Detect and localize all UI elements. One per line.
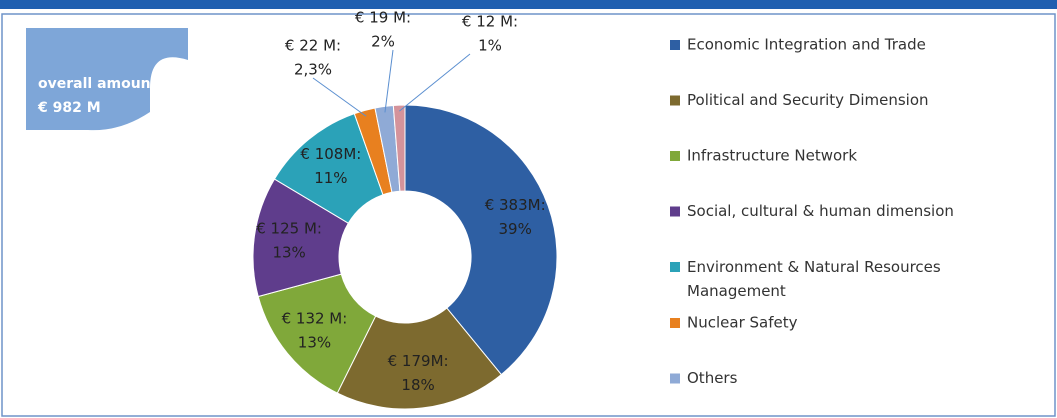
percent-label: 18% xyxy=(401,376,434,394)
percent-label: 2% xyxy=(371,33,395,51)
legend-label: Economic Integration and Trade xyxy=(687,36,926,54)
donut-slice xyxy=(392,104,406,192)
leader-line xyxy=(312,77,367,117)
annotation: € 982 M xyxy=(37,100,101,116)
annotation: overall amount: xyxy=(38,76,163,92)
legend-label: Infrastructure Network xyxy=(687,147,857,165)
data-label: € 132 M: xyxy=(282,310,348,328)
legend-label: Others xyxy=(687,369,738,387)
percent-label: 2,3% xyxy=(294,61,332,79)
percent-label: 13% xyxy=(272,243,305,261)
legend-line: Environment & Natural Resources xyxy=(687,258,941,276)
legend-swatch xyxy=(670,262,680,272)
percent-label: 39% xyxy=(499,220,532,238)
legend-label: Social, cultural & human dimension xyxy=(687,202,954,220)
leader-line xyxy=(399,53,471,112)
data-label: € 179M: xyxy=(388,352,449,370)
leader-line xyxy=(384,49,394,113)
annotation-flag xyxy=(26,28,188,131)
data-label: € 19 M: xyxy=(355,9,411,27)
legend-swatch xyxy=(670,373,680,384)
legend-label: Nuclear Safety xyxy=(687,314,798,332)
data-label: € 125 M: xyxy=(256,219,322,237)
legend-swatch xyxy=(670,40,680,50)
legend-swatch xyxy=(670,318,680,328)
percent-label: 11% xyxy=(314,169,347,187)
data-label: € 383M: xyxy=(485,196,546,214)
legend-swatch xyxy=(670,151,680,161)
legend-swatch xyxy=(670,206,680,217)
percent-label: 13% xyxy=(298,334,331,352)
legend-swatch xyxy=(670,95,680,106)
data-label: € 22 M: xyxy=(285,37,341,55)
legend-label: Political and Security Dimension xyxy=(687,91,929,109)
donut-slice xyxy=(404,104,558,376)
legend-line: Management xyxy=(687,282,786,300)
title-strip xyxy=(0,0,1057,9)
data-label: € 12 M: xyxy=(462,13,518,31)
data-label: € 108M: xyxy=(300,145,361,163)
donut-slice xyxy=(336,307,502,410)
legend-label: Environment & Natural Resources Managemen… xyxy=(687,258,941,300)
percent-label: 1% xyxy=(478,37,502,55)
